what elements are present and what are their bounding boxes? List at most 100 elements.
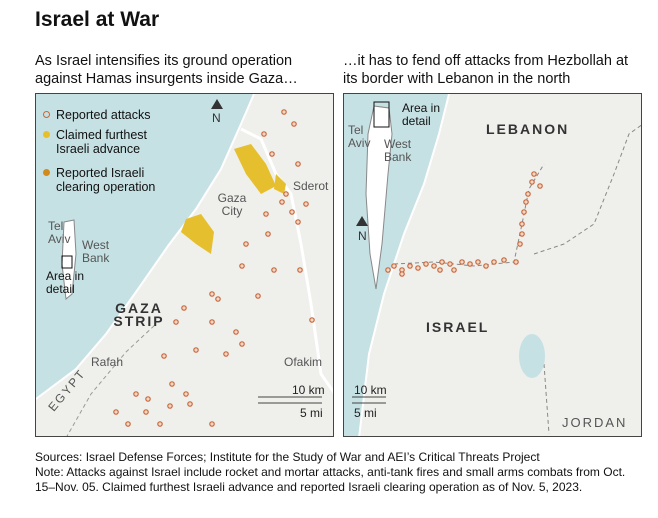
attack-marker: [181, 305, 187, 311]
attack-marker: [279, 199, 285, 205]
attack-marker: [513, 259, 519, 265]
attack-marker: [295, 219, 301, 225]
attack-marker: [145, 396, 151, 402]
map-label: N: [358, 229, 367, 243]
sources: Sources: Israel Defense Forces; Institut…: [35, 450, 635, 495]
attack-marker: [283, 191, 289, 197]
caption: As Israel intensifies its ground operati…: [35, 53, 298, 87]
attack-marker: [483, 263, 489, 269]
attack-marker: [415, 265, 421, 271]
map-label: Tel Aviv: [348, 123, 371, 150]
attack-marker: [537, 183, 543, 189]
legend-item: Reported Israeli clearing operation: [43, 166, 176, 194]
attack-marker: [391, 263, 397, 269]
map-label: West Bank: [82, 238, 110, 265]
attack-marker: [407, 263, 413, 269]
attack-marker: [491, 259, 497, 265]
map-label: Tel Aviv: [48, 219, 71, 246]
attack-marker: [271, 267, 277, 273]
map-label: LEBANON: [486, 121, 570, 137]
attack-marker: [209, 319, 215, 325]
attack-marker: [297, 267, 303, 273]
attack-marker: [281, 109, 287, 115]
attack-marker: [209, 421, 215, 427]
scale-label: 5 mi: [354, 406, 377, 420]
gaza-map: Reported attacks Claimed furthest Israel…: [35, 93, 334, 437]
attack-marker: [467, 261, 473, 267]
attack-marker: [529, 179, 535, 185]
map-label: ISRAEL: [426, 319, 490, 335]
attack-marker: [475, 259, 481, 265]
attack-marker: [521, 209, 527, 215]
attack-marker: [157, 421, 163, 427]
map-art: [344, 94, 641, 436]
attack-marker: [531, 171, 537, 177]
attack-marker: [437, 267, 443, 273]
attack-marker: [215, 296, 221, 302]
attack-marker: [169, 381, 175, 387]
attack-marker: [113, 409, 119, 415]
attack-marker: [125, 421, 131, 427]
attack-marker: [447, 261, 453, 267]
attack-marker: [263, 211, 269, 217]
attack-marker: [265, 231, 271, 237]
scale-label: 5 mi: [300, 406, 323, 420]
map-label: GAZA STRIP: [113, 300, 165, 329]
attack-marker: [523, 199, 529, 205]
attack-marker: [501, 257, 507, 263]
attack-marker: [239, 341, 245, 347]
attack-marker: [519, 231, 525, 237]
map-art: [36, 94, 333, 436]
attack-marker: [269, 151, 275, 157]
attack-marker: [143, 409, 149, 415]
attack-marker: [519, 221, 525, 227]
attack-marker: [239, 263, 245, 269]
attack-marker: [167, 403, 173, 409]
attack-marker: [209, 291, 215, 297]
map-label: N: [212, 111, 221, 125]
attack-marker: [183, 391, 189, 397]
title: Israel at War: [35, 8, 160, 31]
attack-marker: [193, 347, 199, 353]
legend-label: Reported Israeli clearing operation: [56, 166, 156, 194]
map-label: JORDAN: [562, 415, 628, 430]
attack-marker: [187, 401, 193, 407]
lebanon-map: Area in detail Tel Aviv West Bank N LEBA…: [343, 93, 642, 437]
attack-marker: [439, 259, 445, 265]
attack-marker: [255, 293, 261, 299]
map-label: Area in detail: [402, 101, 441, 128]
attack-marker: [423, 261, 429, 267]
attack-marker: [243, 241, 249, 247]
note-text: Note: Attacks against Israel include roc…: [35, 465, 626, 494]
legend-label: Reported attacks: [56, 108, 151, 122]
attack-marker: [385, 267, 391, 273]
attack-marker: [261, 131, 267, 137]
attack-marker: [399, 271, 405, 277]
legend-item: Claimed furthest Israeli advance: [43, 128, 176, 156]
attack-marker: [309, 317, 315, 323]
attack-marker: [133, 391, 139, 397]
map-label: West Bank: [384, 137, 412, 164]
map-label: Rafah: [91, 355, 124, 369]
attack-marker: [431, 263, 437, 269]
attack-marker: [517, 241, 523, 247]
attack-marker: [525, 191, 531, 197]
attack-marker: [451, 267, 457, 273]
map-label: Ofakim: [284, 355, 323, 369]
scale-label: 10 km: [354, 383, 387, 397]
legend-label: Claimed furthest Israeli advance: [56, 128, 148, 156]
attack-marker: [173, 319, 179, 325]
attack-marker: [459, 259, 465, 265]
attack-marker: [233, 329, 239, 335]
attack-marker: [291, 121, 297, 127]
attack-marker: [295, 161, 301, 167]
map-label: Area in detail: [46, 269, 85, 296]
map-label: Sderot: [293, 179, 329, 193]
sources-text: Sources: Israel Defense Forces; Institut…: [35, 450, 540, 464]
attack-marker: [223, 351, 229, 357]
attack-marker: [161, 353, 167, 359]
legend-item: Reported attacks: [43, 108, 151, 122]
scale-label: 10 km: [292, 383, 325, 397]
caption: …it has to fend off attacks from Hezboll…: [343, 53, 629, 87]
